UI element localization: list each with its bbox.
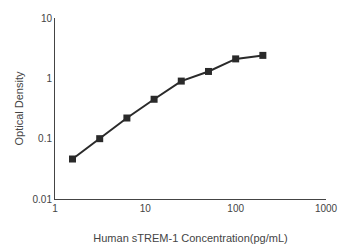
svg-text:10: 10: [140, 203, 152, 214]
svg-text:0.1: 0.1: [38, 133, 52, 144]
svg-text:1: 1: [52, 203, 58, 214]
svg-text:Human sTREM-1 Concentration(pg: Human sTREM-1 Concentration(pg/mL): [93, 232, 287, 244]
svg-text:100: 100: [227, 203, 244, 214]
svg-text:0.01: 0.01: [33, 194, 53, 205]
svg-text:1: 1: [46, 73, 52, 84]
svg-text:10: 10: [41, 13, 53, 24]
svg-text:Optical Density: Optical Density: [13, 71, 25, 145]
svg-text:1000: 1000: [315, 203, 338, 214]
